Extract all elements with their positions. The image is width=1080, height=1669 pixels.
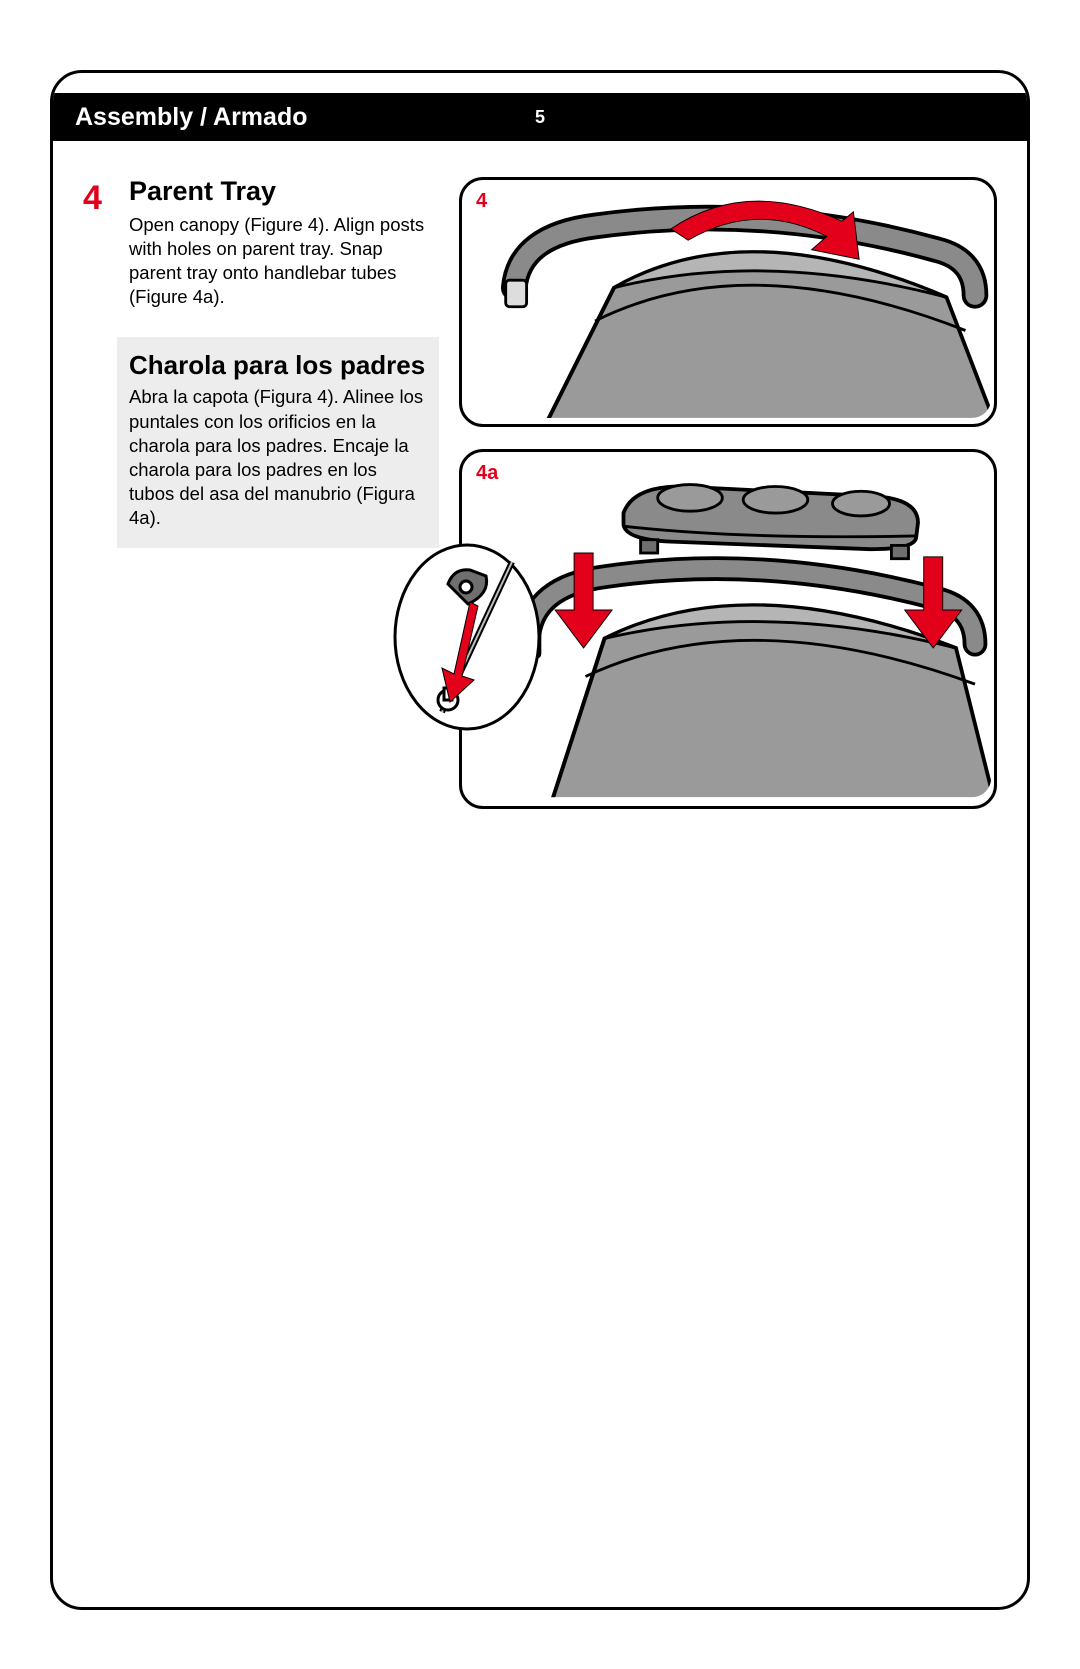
figure-4: 4 (459, 177, 997, 427)
figure-4-illustration (462, 180, 994, 424)
english-block: Parent Tray Open canopy (Figure 4). Alig… (129, 177, 439, 309)
content-row: 4 Parent Tray Open canopy (Figure 4). Al… (53, 141, 1027, 809)
figure-4a: 4a (459, 449, 997, 809)
step-body-spanish: Abra la capota (Figura 4). Alinee los pu… (129, 385, 427, 529)
step-body-english: Open canopy (Figure 4). Align posts with… (129, 213, 439, 309)
figure-column: 4 (439, 177, 997, 809)
page-number: 5 (535, 107, 545, 128)
step-title-english: Parent Tray (129, 177, 439, 207)
figure-4a-label: 4a (476, 462, 498, 485)
page-frame: Assembly / Armado 5 4 Parent Tray Open c… (50, 70, 1030, 1610)
spanish-block: Charola para los padres Abra la capota (… (117, 337, 439, 548)
figure-4-label: 4 (476, 190, 487, 213)
step-title-spanish: Charola para los padres (129, 351, 427, 380)
section-header: Assembly / Armado 5 (53, 93, 1027, 141)
section-title: Assembly / Armado (75, 103, 307, 132)
figure-4a-detail-callout (392, 542, 542, 732)
